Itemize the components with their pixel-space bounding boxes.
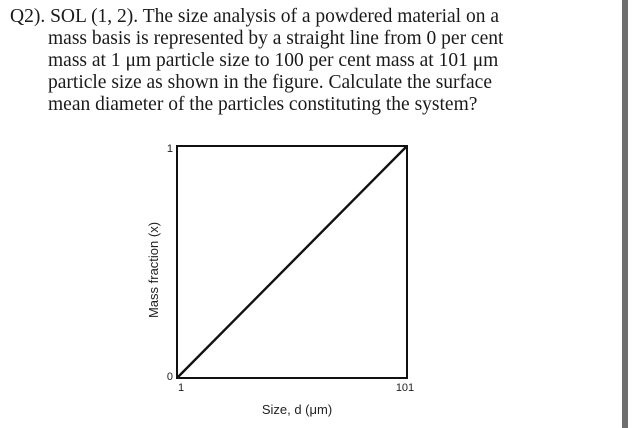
x-tick-label: 1 bbox=[178, 382, 184, 394]
y-tick-label: 1 bbox=[167, 143, 173, 155]
right-border bbox=[622, 0, 628, 428]
series-group bbox=[177, 146, 407, 378]
y-tick-labels: 01 bbox=[167, 143, 173, 383]
y-tick-label: 0 bbox=[167, 371, 173, 383]
y-axis-label: Mass fraction (x) bbox=[146, 222, 161, 318]
x-tick-label: 101 bbox=[396, 382, 414, 394]
x-tick-labels: 1 101 bbox=[178, 382, 414, 394]
x-axis-label: Size, d (μm) bbox=[262, 402, 332, 417]
series-line-1 bbox=[177, 146, 407, 378]
